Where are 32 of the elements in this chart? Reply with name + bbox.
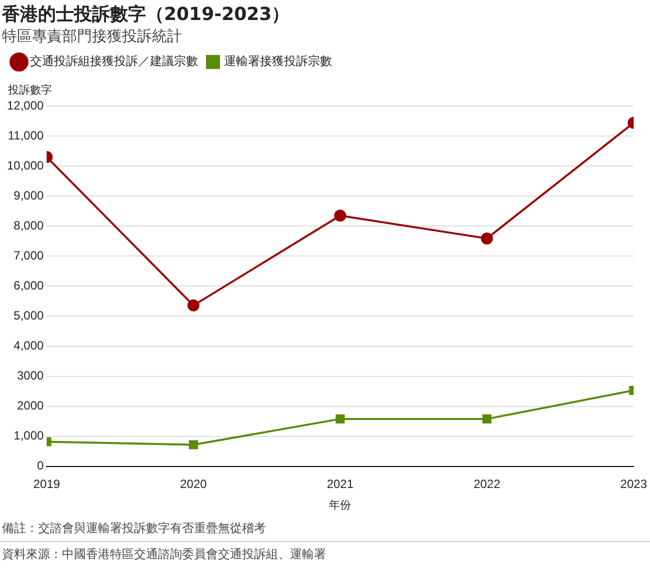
x-tick-label: 2021 — [326, 476, 354, 491]
point — [482, 414, 492, 424]
y-tick-label: 8,000 — [14, 218, 44, 232]
point — [188, 440, 198, 450]
x-tick-label: 2019 — [33, 476, 60, 491]
y-tick-label: 0 — [37, 458, 44, 473]
y-axis-title: 投訴數字 — [7, 83, 52, 96]
point — [480, 232, 493, 244]
y-tick-label: 11,000 — [8, 128, 44, 142]
x-tick-label: 2022 — [474, 476, 501, 491]
x-axis-title: 年份 — [329, 499, 352, 512]
y-tick-label: 12,000 — [7, 98, 44, 112]
y-tick-label: 5,000 — [14, 308, 44, 323]
y-tick-label: 3000 — [17, 368, 44, 383]
y-tick-label: 9,000 — [14, 188, 44, 202]
point — [187, 299, 200, 312]
point — [336, 414, 345, 424]
point — [334, 210, 346, 222]
y-tick-label: 2000 — [17, 398, 44, 413]
source-note: 資料來源：中國香港特區交通諮詢委員會交通投訴組、運輸署 — [0, 541, 650, 567]
y-tick-label: 1,000 — [14, 428, 44, 443]
chart-subtitle: 特區專責部門接獲投訴統計 — [1, 26, 183, 46]
chart-title: 香港的士投訴數字（2019-2023） — [1, 3, 291, 26]
legend-label: 交通投訴組接獲投訴／建議宗數 — [30, 54, 198, 68]
y-tick-label: 6,000 — [14, 278, 44, 293]
y-tick-label: 4,000 — [14, 338, 44, 353]
y-tick-label: 7,000 — [14, 248, 44, 262]
x-tick-label: 2023 — [620, 476, 648, 491]
text: 備註：交諮會與運輸署投訴數字有否重疊無從稽考 — [1, 520, 267, 537]
x-tick-label: 2020 — [180, 476, 208, 491]
legend-label: 運輸署接獲投訴宗數 — [224, 54, 332, 68]
y-tick-label: 10,000 — [7, 158, 44, 172]
